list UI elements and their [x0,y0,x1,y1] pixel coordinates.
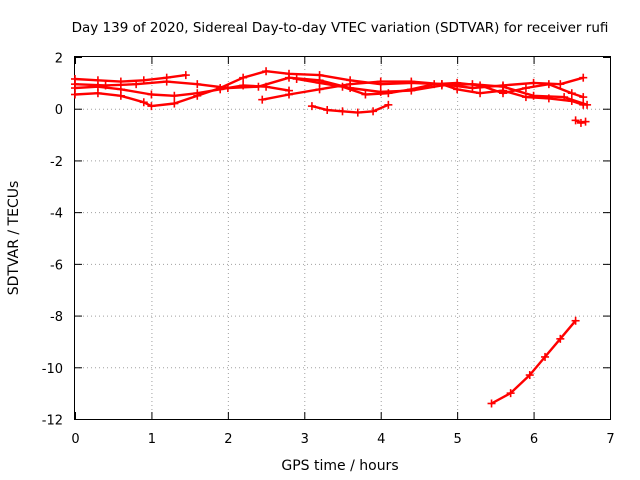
data-point [132,80,141,89]
series-line [490,319,577,405]
y-tick-label: 2 [55,52,63,67]
data-point [407,77,416,86]
data-point [116,91,125,100]
data-point [506,389,515,398]
data-point [239,73,248,82]
data-point [579,73,588,82]
data-point [147,102,156,111]
x-tick-label: 6 [530,432,538,447]
data-point [476,81,485,90]
data-point [541,352,550,361]
x-tick-label: 4 [377,432,385,447]
data-point [579,93,588,102]
x-tick-label: 1 [148,432,156,447]
data-point [499,89,507,98]
x-tick-label: 0 [71,432,79,447]
data-point [338,82,347,91]
series-track-7 [307,100,393,117]
y-tick-label: -4 [50,207,63,222]
series-track-8 [571,116,590,127]
data-point [223,84,232,93]
data-point [571,116,580,125]
data-point [353,108,362,117]
y-axis-label: SDTVAR / TECUs [6,181,22,296]
data-point [323,106,332,115]
data-point [315,78,324,87]
x-tick-labels: 0 1 2 3 4 5 6 7 [71,432,614,447]
x-tick-label: 5 [454,432,462,447]
grid [75,57,610,419]
y-tick-label: 0 [55,103,63,118]
data-point [71,90,79,99]
data-point [521,93,530,102]
series-group [71,67,592,408]
data-point [181,71,190,80]
data-point [525,371,534,380]
data-point [193,91,202,100]
y-tick-label: -8 [50,310,63,325]
series-track-6 [292,74,588,102]
data-point [579,100,588,109]
data-point [567,89,576,98]
data-point [147,90,156,99]
data-point [576,118,585,127]
data-point [581,117,590,126]
data-point [369,107,378,116]
data-point [193,80,202,89]
chart-title: Day 139 of 2020, Sidereal Day-to-day VTE… [72,20,609,36]
data-point [430,80,439,89]
data-point [556,334,565,343]
data-point [307,102,316,111]
y-tick-label: -6 [50,258,63,273]
data-point [338,107,347,116]
y-tick-label: -2 [50,155,63,170]
data-point [258,95,267,104]
axis-ticks [75,57,611,420]
data-point [476,89,485,98]
data-point [376,77,385,86]
data-point [407,85,416,94]
x-tick-label: 2 [224,432,232,447]
data-point [544,80,553,89]
data-point [544,94,553,103]
data-point [93,89,102,98]
data-point [139,98,148,107]
x-axis-label: GPS time / hours [281,458,398,474]
data-point [361,90,370,99]
data-point [556,80,565,89]
data-point [262,67,271,76]
series-track-9 [487,316,580,408]
series-line [73,76,589,107]
data-point [170,99,179,108]
plot-frame [74,56,611,420]
y-tick-label: -12 [42,414,63,429]
data-point [292,74,301,83]
data-point [521,84,530,93]
data-point [453,78,462,87]
data-point [71,80,79,89]
data-point [384,100,393,109]
y-tick-label: -10 [42,362,63,377]
data-point [162,77,171,86]
y-tick-labels: 2 0 -2 -4 -6 -8 -10 -12 [42,52,63,429]
series-line [295,77,585,99]
x-tick-label: 7 [606,432,614,447]
data-point [101,81,110,90]
data-point [571,316,580,325]
x-tick-label: 3 [301,432,309,447]
data-point [285,90,293,99]
data-point [346,80,355,89]
data-point [285,73,293,82]
data-point [170,91,179,100]
series-line [261,80,585,107]
data-point [567,96,576,105]
data-point [487,399,496,408]
data-point [254,82,263,91]
data-point [384,89,393,98]
